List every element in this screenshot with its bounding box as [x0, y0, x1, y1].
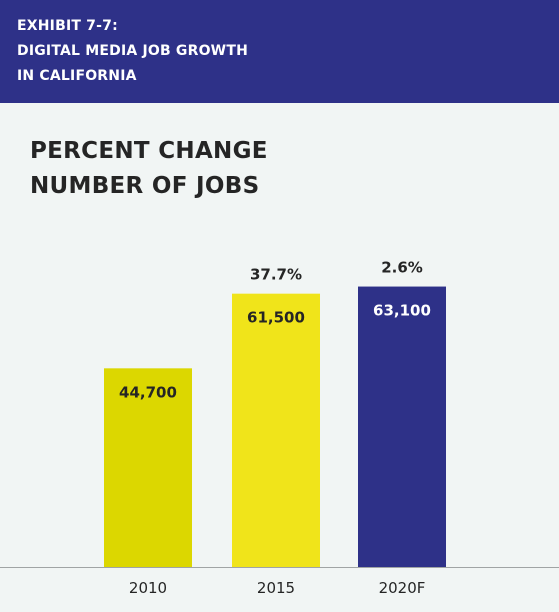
percent-change-label-2020f: 2.6%	[381, 259, 423, 277]
chart-title: PERCENT CHANGE NUMBER OF JOBS	[30, 134, 268, 204]
x-axis-baseline	[0, 567, 559, 568]
chart-title-line-2: NUMBER OF JOBS	[30, 173, 260, 199]
x-tick-label-2015: 2015	[257, 579, 295, 597]
exhibit-header: EXHIBIT 7-7: DIGITAL MEDIA JOB GROWTH IN…	[0, 0, 559, 103]
exhibit-title-line-1: DIGITAL MEDIA JOB GROWTH	[17, 43, 248, 59]
bar-2015	[232, 293, 320, 567]
x-tick-label-2020f: 2020F	[379, 579, 426, 597]
exhibit-number: EXHIBIT 7-7:	[17, 18, 118, 34]
value-label-2010: 44,700	[119, 383, 177, 401]
percent-change-label-2015: 37.7%	[250, 266, 302, 284]
value-label-2020f: 63,100	[373, 302, 431, 320]
chart-title-line-1: PERCENT CHANGE	[30, 138, 268, 164]
bar-2010	[104, 368, 192, 567]
exhibit-title-line-2: IN CALIFORNIA	[17, 68, 137, 84]
bar-2020f	[358, 286, 446, 567]
value-label-2015: 61,500	[247, 309, 305, 327]
x-tick-label-2010: 2010	[129, 579, 167, 597]
